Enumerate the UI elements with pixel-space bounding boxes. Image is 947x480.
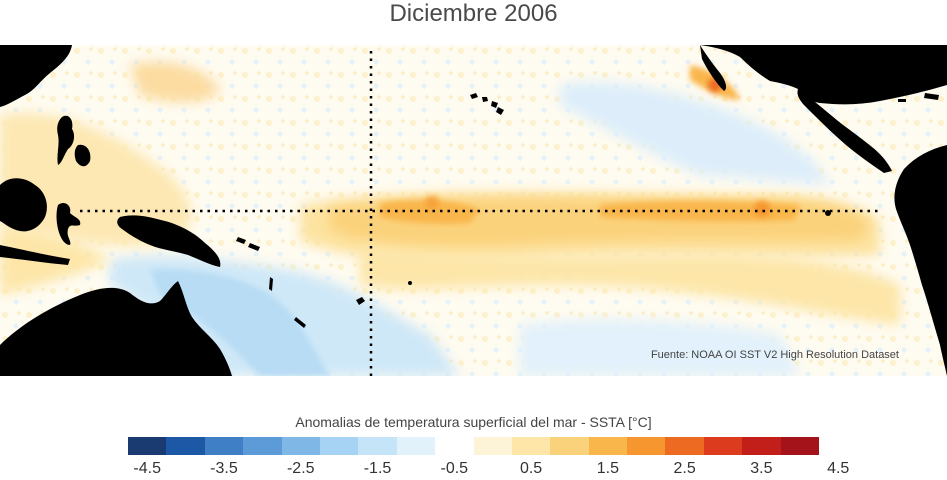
land-vanuatu: [269, 277, 273, 291]
land-solomon-islands: [236, 237, 246, 244]
map-canvas: [0, 45, 947, 376]
colorbar-cell: [128, 437, 167, 455]
warm-anomaly-west: [0, 113, 192, 246]
land-tahiti: [408, 281, 412, 285]
land-north-america: [700, 45, 947, 105]
colorbar-title: Anomalias de temperatura superficial del…: [295, 414, 652, 430]
land-cuba: [858, 75, 920, 93]
cool-anomaly-n-central: [560, 82, 830, 185]
map-title: Diciembre 2006: [389, 0, 558, 27]
cool-anomaly-e-south: [520, 319, 800, 376]
colorbar-cell: [243, 437, 282, 455]
colorbar-cell: [780, 437, 820, 455]
colorbar-cell: [703, 437, 743, 455]
colorbar: [128, 437, 820, 455]
land-fiji: [356, 297, 365, 305]
land-new-caledonia: [294, 317, 306, 328]
land-south-america: [894, 145, 947, 376]
colorbar-cell: [396, 437, 436, 455]
data-source-note: Fuente: NOAA OI SST V2 High Resolution D…: [650, 349, 899, 361]
land-philippines: [57, 115, 75, 165]
colorbar-cell: [473, 437, 512, 455]
warm-tongue-hotspot: [754, 201, 770, 217]
cool-anomaly-sw-core: [150, 269, 330, 376]
warm-anomaly-se: [360, 245, 900, 325]
land-jamaica: [898, 99, 906, 102]
colorbar-tick-label: -4.5: [133, 460, 161, 477]
colorbar-cell: [319, 437, 359, 455]
land-australia: [0, 281, 232, 376]
land-borneo: [0, 178, 47, 232]
land-new-guinea: [117, 215, 221, 267]
land-baja: [700, 45, 727, 91]
warm-tongue-core-east: [600, 200, 800, 222]
land-java: [0, 245, 70, 265]
colorbar-cell: [665, 437, 704, 455]
sst-anomaly-map: [0, 45, 947, 376]
land-asia: [0, 45, 72, 107]
colorbar-cell: [588, 437, 628, 455]
land-hawaii: [470, 93, 504, 115]
land-philippines-south: [74, 144, 91, 167]
colorbar-tick-label: -1.5: [363, 460, 392, 477]
colorbar-cell: [550, 437, 589, 455]
colorbar-cell: [742, 437, 781, 455]
colorbar-tick-label: 3.5: [750, 460, 773, 477]
colorbar-cell: [281, 437, 320, 455]
land-solomon-islands-2: [248, 243, 260, 251]
land-hispaniola: [924, 93, 939, 100]
colorbar-tick-label: 2.5: [673, 460, 696, 477]
reference-lines: [80, 51, 880, 376]
colorbar-cell: [627, 437, 666, 455]
land-sulawesi: [56, 202, 81, 245]
colorbar-tick-label: -2.5: [286, 460, 315, 477]
colorbar-tick-label: -3.5: [210, 460, 238, 477]
colorbar-tick-label: -0.5: [440, 460, 469, 477]
land-galapagos: [825, 210, 831, 216]
colorbar-cell: [435, 437, 474, 455]
warm-tongue-hotspot-west: [425, 196, 439, 210]
colorbar-ticks: -4.5 -3.5 -2.5 -1.5 -0.5 0.5 1.5 2.5 3.5 4.5: [0, 460, 947, 480]
colorbar-tick-label: 1.5: [596, 460, 619, 477]
land-masses: [0, 45, 947, 376]
colorbar-tick-label: 4.5: [827, 460, 850, 477]
warm-tongue-core-west: [380, 199, 480, 224]
warm-anomaly-nw: [130, 61, 220, 102]
colorbar-cell: [204, 437, 244, 455]
colorbar-cell: [166, 437, 205, 455]
colorbar-cell: [358, 437, 397, 455]
colorbar-cell: [511, 437, 551, 455]
land-central-america: [797, 89, 892, 173]
colorbar-tick-label: 0.5: [519, 460, 543, 477]
